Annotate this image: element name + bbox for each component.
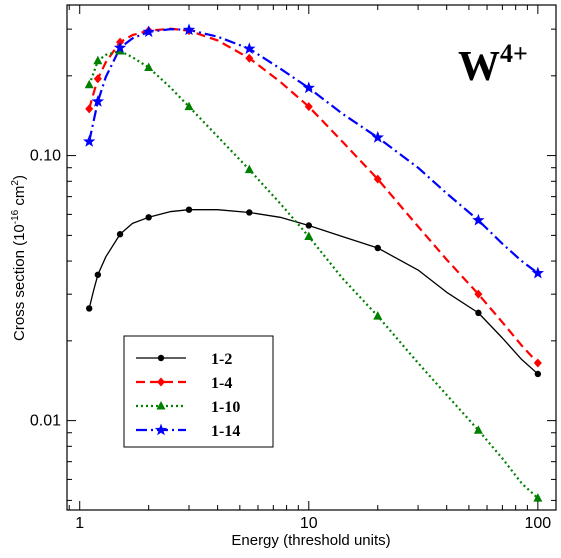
legend-marker-1-14 xyxy=(154,423,168,436)
data-point-1-14-5 xyxy=(243,42,256,55)
data-point-1-14-0 xyxy=(83,135,96,147)
x-tick-label: 10 xyxy=(300,515,318,532)
data-point-1-2-5 xyxy=(246,209,253,216)
data-point-1-2-2 xyxy=(116,231,124,238)
data-point-1-2-6 xyxy=(305,222,312,229)
data-point-1-10-3 xyxy=(144,62,154,71)
data-point-1-10-9 xyxy=(533,493,543,502)
data-point-1-14-2 xyxy=(113,41,127,54)
legend-label-1-2: 1-2 xyxy=(211,351,232,368)
data-point-1-14-4 xyxy=(182,23,196,36)
legend: 1-2 1-4 1-10 1-14 xyxy=(123,335,274,448)
ticks-layer: 1 10 100 0.01 0.10 xyxy=(30,5,556,532)
x-axis-label: Energy (threshold units) xyxy=(231,532,390,549)
legend-marker-1-4 xyxy=(157,377,165,387)
plot-frame xyxy=(66,4,557,511)
data-point-1-4-5 xyxy=(245,53,254,63)
data-point-1-2-3 xyxy=(145,214,152,221)
data-point-1-2-0 xyxy=(85,305,93,312)
data-point-1-4-0 xyxy=(85,104,94,114)
x-tick-label: 1 xyxy=(75,515,84,532)
data-point-1-14-3 xyxy=(142,25,155,38)
x-tick-label: 100 xyxy=(525,515,552,532)
data-point-1-4-7 xyxy=(373,174,382,184)
data-point-1-2-8 xyxy=(475,309,482,317)
data-point-1-2-4 xyxy=(185,206,193,213)
data-point-1-14-6 xyxy=(302,81,315,94)
legend-marker-1-2 xyxy=(157,354,165,362)
legend-box xyxy=(123,335,274,448)
y-tick-label: 0.10 xyxy=(30,148,61,165)
data-point-1-14-8 xyxy=(472,213,485,226)
data-point-1-10-1 xyxy=(93,55,103,65)
data-point-1-14-1 xyxy=(91,94,105,107)
data-point-1-10-0 xyxy=(84,79,94,89)
data-point-1-10-6 xyxy=(304,231,314,241)
data-point-1-14-9 xyxy=(531,266,545,279)
markers-layer xyxy=(83,23,545,502)
legend-label-1-14: 1-14 xyxy=(211,423,240,440)
data-point-1-10-8 xyxy=(473,425,483,434)
data-point-1-4-8 xyxy=(474,289,483,299)
legend-label-1-4: 1-4 xyxy=(211,375,232,392)
legend-label-1-10: 1-10 xyxy=(211,399,240,416)
y-tick-label: 0.01 xyxy=(30,413,61,430)
data-point-1-10-7 xyxy=(373,311,383,320)
data-point-1-2-7 xyxy=(374,244,381,252)
data-point-1-2-9 xyxy=(534,370,542,378)
data-point-1-4-9 xyxy=(533,358,542,368)
data-point-1-10-4 xyxy=(184,101,194,111)
data-point-1-10-5 xyxy=(244,164,254,174)
data-point-1-2-1 xyxy=(94,271,102,278)
data-point-1-4-1 xyxy=(93,74,102,84)
data-point-1-4-6 xyxy=(304,102,313,112)
data-point-1-14-7 xyxy=(371,131,384,143)
y-axis-label: Cross section (10-16 cm2) xyxy=(10,175,28,341)
legend-marker-1-10 xyxy=(156,401,166,410)
ion-annotation: W4+ xyxy=(458,39,528,90)
